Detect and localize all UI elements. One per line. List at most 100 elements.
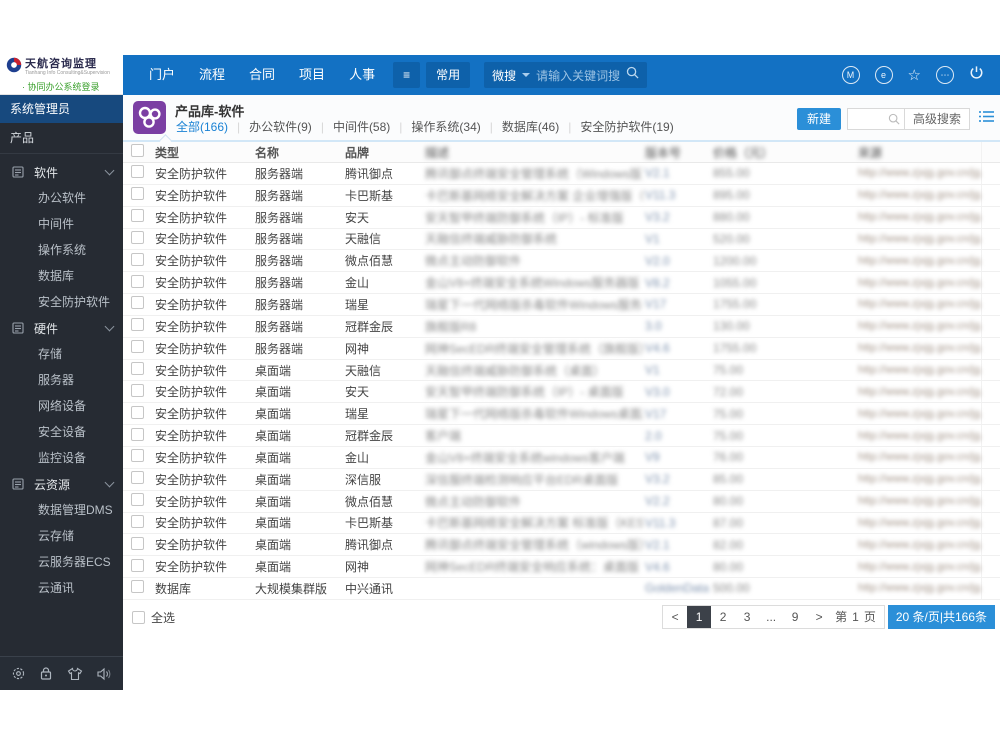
sidebar-item-网络设备[interactable]: 网络设备 bbox=[38, 399, 87, 413]
checkbox[interactable] bbox=[131, 274, 144, 288]
table-row[interactable]: 安全防护软件 桌面端 网神 网神SecEDR终端安全响应系统：桌面版 V4.6 80.00… bbox=[123, 556, 1000, 579]
sidebar-item-服务器[interactable]: 服务器 bbox=[38, 373, 75, 387]
sidebar-group-2[interactable]: 硬件 bbox=[0, 315, 123, 341]
table-row[interactable]: 安全防护软件 桌面端 冠群金辰 客户端 2.0 75.00 http://www.zjxjg… bbox=[123, 425, 1000, 447]
message-icon[interactable]: e bbox=[874, 66, 893, 84]
table-row[interactable]: 安全防护软件 服务器端 冠群金辰 旗舰版R8 3.0 130.00 http://www.z… bbox=[123, 315, 1000, 338]
sidebar-item-数据库[interactable]: 数据库 bbox=[38, 269, 75, 283]
nav-item-5[interactable]: 人事 bbox=[349, 67, 376, 82]
tab-6[interactable]: 安全防护软件(19) bbox=[580, 120, 674, 134]
page-button-9[interactable]: 9 bbox=[791, 609, 799, 624]
sidebar-group-3[interactable]: 云资源 bbox=[0, 471, 123, 497]
search-input[interactable]: 请输入关键词搜 bbox=[536, 68, 621, 83]
power-logout-icon[interactable] bbox=[969, 65, 984, 85]
checkbox[interactable] bbox=[131, 580, 144, 594]
page-button-1[interactable]: 1 bbox=[687, 605, 712, 628]
sidebar-item-云存储[interactable]: 云存储 bbox=[38, 529, 75, 543]
prev-page-button[interactable]: < bbox=[671, 609, 679, 624]
nav-item-3[interactable]: 合同 bbox=[249, 67, 276, 82]
table-search-input[interactable] bbox=[848, 109, 904, 129]
favorites-star-icon[interactable]: ☆ bbox=[907, 67, 921, 84]
table-row[interactable]: 安全防护软件 服务器端 卡巴斯基 卡巴斯基网络安全解决方案 企业增强版（KE...V1… bbox=[123, 184, 1000, 207]
checkbox[interactable] bbox=[131, 449, 144, 463]
advanced-search-button[interactable]: 高级搜索 bbox=[903, 109, 969, 129]
next-page-button[interactable]: > bbox=[815, 609, 823, 624]
list-view-icon[interactable] bbox=[979, 110, 994, 128]
checkbox[interactable] bbox=[131, 383, 144, 397]
table-row[interactable]: 安全防护软件 服务器端 瑞星 瑞星下一代网络版杀毒软件Windows服务器 V17 175… bbox=[123, 294, 1000, 316]
tab-2[interactable]: 办公软件(9) bbox=[249, 120, 312, 134]
common-menu-button[interactable]: 常用 bbox=[426, 62, 471, 88]
system-login-link[interactable]: · 协同办公系统登录 bbox=[22, 81, 100, 92]
checkbox[interactable] bbox=[131, 209, 144, 223]
tab-4[interactable]: 操作系统(34) bbox=[411, 120, 481, 134]
tab-3[interactable]: 中间件(58) bbox=[332, 120, 391, 134]
sidebar-item-数据管理DMS[interactable]: 数据管理DMS bbox=[38, 503, 113, 517]
sidebar-item-操作系统[interactable]: 操作系统 bbox=[38, 243, 87, 257]
theme-skin-icon[interactable] bbox=[67, 667, 83, 681]
sidebar-item-product[interactable]: 产品 bbox=[0, 123, 123, 154]
sidebar-item-存储[interactable]: 存储 bbox=[38, 347, 63, 361]
table-row[interactable]: 安全防护软件 桌面端 天融信 天融信终端威胁防御系统（桌面） V1 75.00 http:/… bbox=[123, 359, 1000, 382]
checkbox[interactable] bbox=[131, 514, 144, 528]
gear-icon[interactable] bbox=[11, 666, 26, 681]
global-search[interactable]: 微搜 请输入关键词搜 bbox=[484, 62, 648, 88]
sidebar-item-办公软件[interactable]: 办公软件 bbox=[38, 191, 87, 205]
sidebar-item-监控设备[interactable]: 监控设备 bbox=[38, 451, 87, 465]
nav-item-2[interactable]: 流程 bbox=[199, 67, 226, 82]
checkbox[interactable] bbox=[131, 405, 144, 419]
sidebar-item-安全设备[interactable]: 安全设备 bbox=[38, 425, 87, 439]
search-scope-label[interactable]: 微搜 bbox=[492, 68, 517, 83]
table-row[interactable]: 安全防护软件 服务器端 网神 网神SecEDR终端安全管理系统（旗舰版） V4.6 175… bbox=[123, 337, 1000, 360]
lock-icon[interactable] bbox=[39, 666, 53, 681]
speaker-icon[interactable] bbox=[96, 667, 112, 681]
jump-page-input[interactable]: 1 bbox=[852, 609, 859, 624]
checkbox[interactable] bbox=[131, 493, 144, 507]
checkbox[interactable] bbox=[131, 427, 144, 441]
sidebar-item-云通讯[interactable]: 云通讯 bbox=[38, 581, 75, 595]
table-row[interactable]: 安全防护软件 服务器端 天融信 天融信终端威胁防御系统 V1 520.00 http://w… bbox=[123, 228, 1000, 251]
search-icon[interactable] bbox=[626, 66, 639, 84]
select-all-checkbox[interactable] bbox=[132, 610, 145, 624]
table-row[interactable]: 安全防护软件 桌面端 卡巴斯基 卡巴斯基网络安全解决方案 标准版（KES）... V11… bbox=[123, 512, 1000, 535]
checkbox[interactable] bbox=[131, 252, 144, 266]
new-button[interactable]: 新建 bbox=[796, 108, 841, 130]
checkbox[interactable] bbox=[131, 144, 144, 157]
checkbox[interactable] bbox=[131, 471, 144, 485]
table-row[interactable]: 安全防护软件 服务器端 微点佰慧 微点主动防御软件 V2.0 1200.00 http://… bbox=[123, 250, 1000, 273]
checkbox[interactable] bbox=[131, 230, 144, 244]
m-badge-icon[interactable]: M bbox=[841, 66, 860, 84]
sidebar-item-安全防护软件[interactable]: 安全防护软件 bbox=[38, 295, 111, 309]
checkbox[interactable] bbox=[131, 536, 144, 550]
table-row[interactable]: 安全防护软件 桌面端 微点佰慧 微点主动防御软件 V2.2 80.00 http://www… bbox=[123, 490, 1000, 513]
table-row[interactable]: 安全防护软件 服务器端 金山 金山V8+终端安全系统Windows服务器版 V8.2 10… bbox=[123, 272, 1000, 295]
checkbox[interactable] bbox=[131, 187, 144, 201]
checkbox[interactable] bbox=[131, 296, 144, 310]
table-row[interactable]: 安全防护软件 桌面端 金山 金山V8+终端安全系统windows客户端 V9 76.00 h… bbox=[123, 446, 1000, 469]
checkbox[interactable] bbox=[131, 558, 144, 572]
page-size-total-badge[interactable]: 20 条/页|共166条 bbox=[887, 604, 995, 629]
sidebar-item-云服务器ECS[interactable]: 云服务器ECS bbox=[38, 555, 111, 569]
source-cell: http://www.zjxjg.gov.cn/jg/ bbox=[858, 320, 981, 333]
more-options-icon[interactable]: ⋯ bbox=[936, 66, 954, 84]
tab-5[interactable]: 数据库(46) bbox=[501, 120, 560, 134]
table-row[interactable]: 数据库 大规模集群版 中兴通讯 GoldenData s...500.00 http:/… bbox=[123, 578, 1000, 600]
checkbox[interactable] bbox=[131, 340, 144, 354]
table-row[interactable]: 安全防护软件 桌面端 安天 安天智甲终端防御系统（IP）- 桌面版 V3.0 72.00 h… bbox=[123, 381, 1000, 404]
nav-item-4[interactable]: 项目 bbox=[299, 67, 326, 82]
nav-item-1[interactable]: 门户 bbox=[149, 67, 176, 82]
checkbox[interactable] bbox=[131, 165, 144, 179]
table-row[interactable]: 安全防护软件 服务器端 安天 安天智甲终端防御系统（IP）- 标准版 V3.2 880.0… bbox=[123, 206, 1000, 229]
page-button-2[interactable]: 2 bbox=[719, 609, 727, 624]
table-row[interactable]: 安全防护软件 桌面端 腾讯御点 腾讯御点终端安全管理系统（windows版）V2.1V… bbox=[123, 534, 1000, 557]
page-button-3[interactable]: 3 bbox=[743, 609, 751, 624]
hamburger-menu-button[interactable]: ≡ bbox=[393, 62, 421, 88]
checkbox[interactable] bbox=[131, 362, 144, 376]
checkbox[interactable] bbox=[131, 318, 144, 332]
tab-1[interactable]: 全部(166) bbox=[176, 120, 229, 134]
sidebar-item-中间件[interactable]: 中间件 bbox=[38, 217, 75, 231]
table-row[interactable]: 安全防护软件 服务器端 腾讯御点 腾讯御点终端安全管理系统（Windows版） V2.1… bbox=[123, 163, 1000, 185]
table-row[interactable]: 安全防护软件 桌面端 瑞星 瑞星下一代网络版杀毒软件Windows桌面版 V17 75.0… bbox=[123, 403, 1000, 426]
sidebar-group-1[interactable]: 软件 bbox=[0, 159, 123, 185]
table-row[interactable]: 安全防护软件 桌面端 深信服 深信服终端检测响应平台EDR桌面版 V3.2 85.00 ht… bbox=[123, 468, 1000, 491]
